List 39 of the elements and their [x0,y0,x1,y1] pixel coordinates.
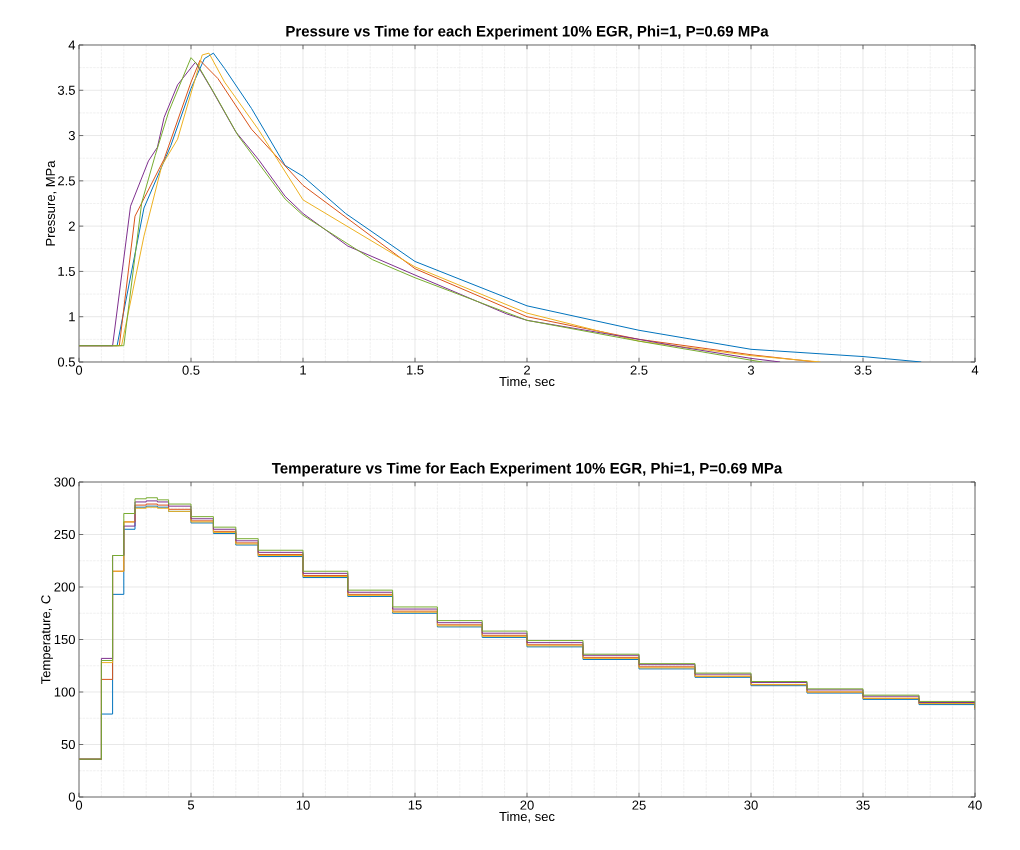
x-tick-label: 3.5 [854,365,872,375]
x-tick-label: 25 [632,800,646,810]
y-tick-label: 1.5 [58,266,75,276]
x-tick-label: 30 [744,800,758,810]
y-axis-title: Pressure, MPa [45,160,57,246]
x-tick-label: 0 [75,365,83,375]
y-axis-title: Temperature, C [41,595,53,684]
y-tick-label: 2 [68,221,75,231]
y-tick-label: 300 [54,477,75,487]
x-tick-label: 10 [296,800,310,810]
chart-title: Pressure vs Time for each Experiment 10% EGR, Phi=1, P=0.69 MPa [286,25,769,40]
x-tick-label: 1 [300,365,306,375]
x-axis-title: Time, sec [499,376,555,388]
x-tick-label: 3 [747,365,755,375]
x-tick-label: 15 [408,800,422,810]
x-tick-label: 35 [856,800,870,810]
x-tick-label: 40 [968,800,982,810]
y-tick-label: 100 [54,687,75,697]
x-axis-title: Time, sec [499,811,555,823]
x-tick-label: 1.5 [406,365,424,375]
x-tick-label: 2.5 [630,365,648,375]
y-tick-label: 250 [54,529,75,540]
y-tick-label: 3 [68,130,75,141]
y-tick-label: 2.5 [58,176,75,186]
y-tick-label: 4 [68,40,76,50]
x-tick-label: 0 [75,800,83,810]
y-tick-label: 200 [54,582,75,592]
y-tick-label: 50 [61,739,75,750]
x-tick-label: 5 [187,800,195,810]
y-tick-label: 150 [54,634,75,645]
x-tick-label: 4 [971,365,979,375]
y-tick-label: 0 [68,792,75,802]
x-tick-label: 0.5 [182,365,200,375]
y-tick-label: 3.5 [57,85,75,95]
y-tick-label: 1 [69,312,75,322]
y-tick-label: 0.5 [57,357,75,367]
x-tick-label: 2 [524,365,530,375]
chart-title: Temperature vs Time for Each Experiment 10% EGR, Phi=1, P=0.69 MPa [271,462,783,477]
x-tick-label: 20 [520,800,534,810]
